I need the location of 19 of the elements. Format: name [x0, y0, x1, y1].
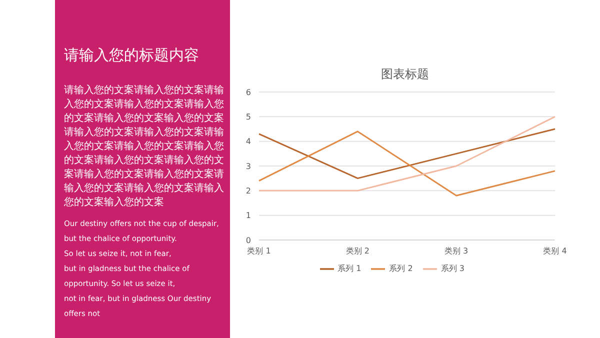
y-tick-label: 0 [246, 236, 251, 245]
y-tick-label: 4 [246, 137, 251, 146]
x-tick-label: 类别 2 [346, 246, 370, 256]
y-tick-label: 1 [246, 211, 251, 220]
line-series [258, 128, 556, 180]
text: 请输入您的文案请输入您的文案请输入您的文案请输入您的文案请输入您的文案请输入您的文案输入您的文案请输入您的文案请输入您的文案请输入您的文案请输入您的文案请输入您的文案请输入您的文案请输入您的文案请输入您的文案请输入您的文案请输入您的文案请输入您的文案请输入您的文案输入您的文案 [64, 85, 224, 208]
x-tick-label: 类别 1 [247, 246, 271, 256]
y-tick-label: 3 [246, 162, 251, 171]
chart-title: 图表标题 [380, 66, 430, 83]
y-tick-label: 2 [246, 186, 251, 196]
text: 请输入您的标题内容 [64, 46, 200, 65]
line-series [258, 130, 556, 196]
y-tick-label: 5 [246, 112, 251, 122]
legend-label: 系列 2 [389, 264, 413, 274]
y-tick-label: 6 [246, 88, 251, 97]
legend-label: 系列 3 [440, 264, 464, 274]
x-tick-label: 类别 3 [444, 246, 468, 256]
legend-label: 系列 1 [338, 264, 362, 274]
x-tick-label: 类别 4 [543, 246, 567, 256]
